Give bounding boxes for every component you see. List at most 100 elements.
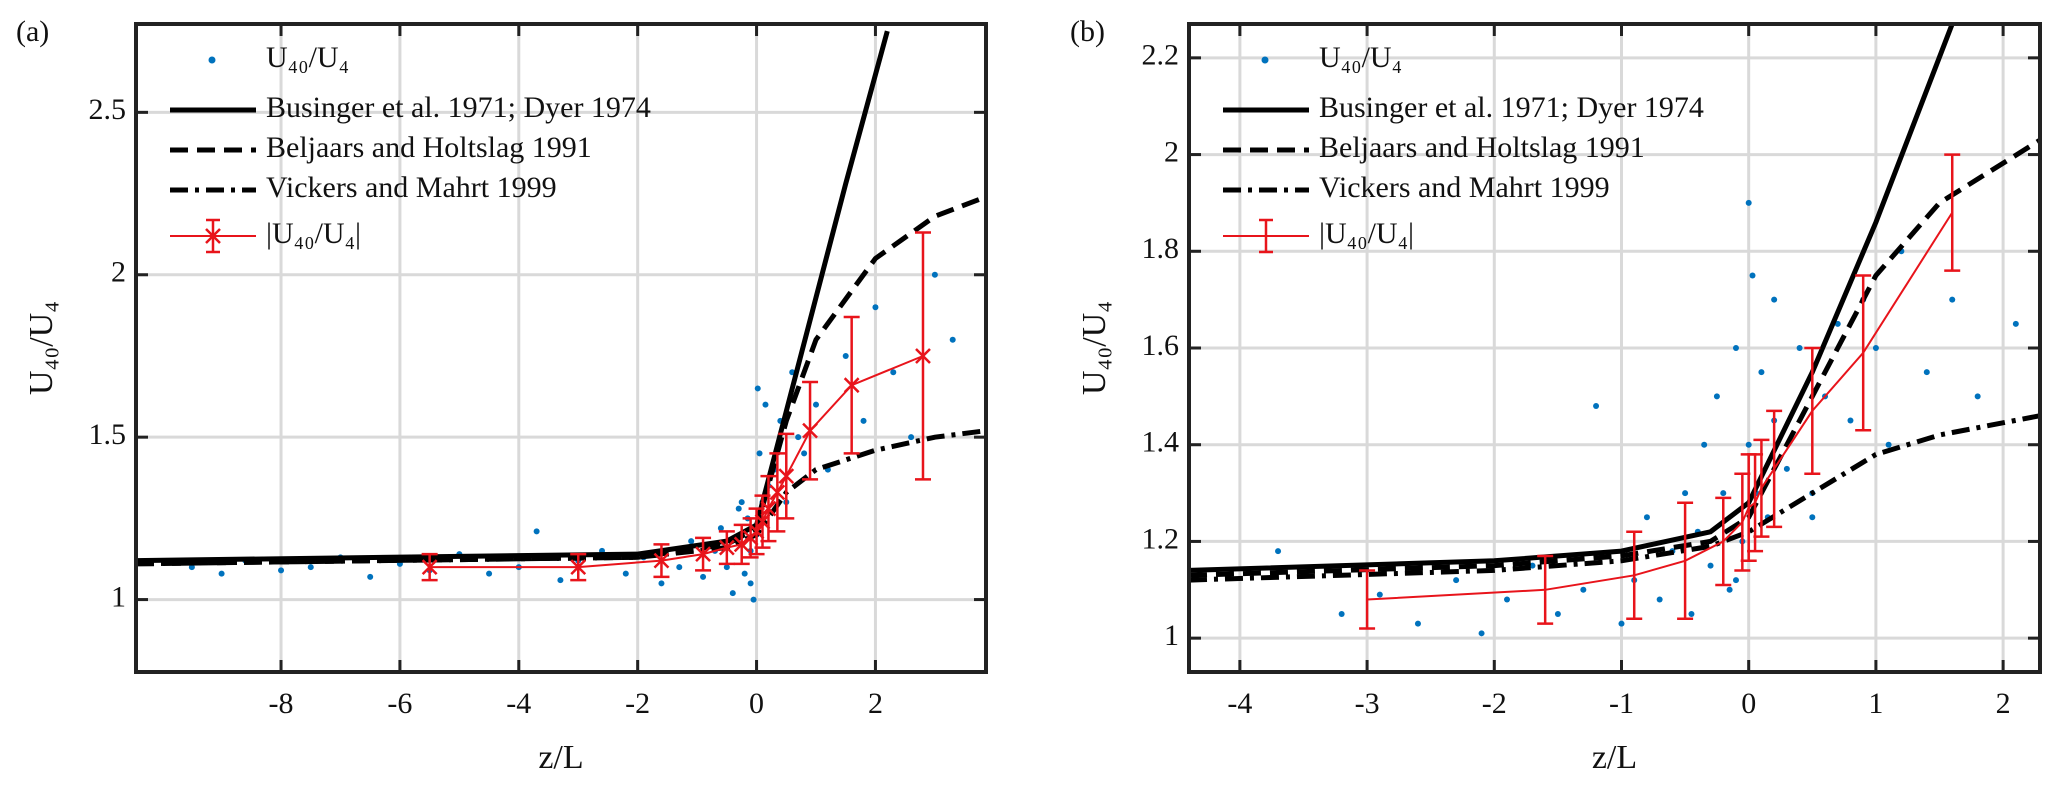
legend-label: U₄₀/U₄	[1319, 41, 1402, 74]
marker	[718, 539, 735, 556]
model-curve	[1189, 24, 1955, 573]
scatter-point	[1618, 620, 1625, 627]
scatter-point	[813, 401, 819, 408]
scatter-point	[533, 528, 540, 535]
marker	[915, 348, 931, 364]
marker	[695, 546, 711, 562]
legend-item: Vickers and Mahrt 1999	[1223, 171, 1610, 204]
scatter-point	[1745, 199, 1752, 206]
scatter-point	[557, 577, 564, 584]
y-tick-label: 1.5	[89, 418, 127, 451]
legend-label: U₄₀/U₄	[266, 41, 349, 74]
y-tick-label: 2	[1164, 135, 1179, 168]
plot-area	[136, 30, 986, 603]
marker	[748, 523, 765, 540]
y-tick-label: 2.5	[89, 93, 127, 126]
scatter-point	[1732, 577, 1739, 584]
x-tick-label: -2	[1482, 687, 1507, 720]
marker	[754, 513, 771, 530]
x-tick-label: -2	[625, 687, 650, 720]
scatter-point	[750, 596, 757, 603]
scatter-point	[1923, 369, 1930, 376]
scatter-point	[762, 401, 769, 408]
scatter-point	[754, 385, 761, 392]
legend-item: U₄₀/U₄	[208, 41, 349, 74]
scatter-point	[688, 538, 695, 545]
scatter-point	[2012, 320, 2019, 327]
x-axis-label: z/L	[1592, 739, 1637, 776]
scatter-point	[1949, 296, 1956, 303]
scatter-point	[1376, 591, 1383, 598]
y-tick-label: 2	[111, 256, 126, 289]
marker	[570, 559, 587, 575]
x-tick-label: 0	[749, 687, 764, 720]
scatter-point	[741, 570, 748, 577]
legend-swatch	[1261, 56, 1269, 64]
panel: (b) -4 -3 -2 -1 0 1 2 1 1.2 1.4 1.6 1.8 2 2.2 z/L U₄₀/U₄…	[1070, 15, 2042, 776]
scatter-point	[1554, 610, 1561, 617]
y-tick-label: 1.2	[1142, 522, 1180, 555]
y-tick-label: 1.4	[1142, 426, 1180, 459]
x-tick-label: -1	[1609, 687, 1634, 720]
marker	[653, 552, 670, 569]
scatter-point	[1758, 369, 1765, 376]
scatter-point	[801, 450, 808, 457]
marker	[760, 500, 777, 517]
legend-label: Businger et al. 1971; Dyer 1974	[1319, 91, 1704, 124]
scatter-point	[1872, 345, 1879, 351]
scatter-point	[1656, 596, 1663, 603]
marker	[802, 422, 818, 439]
x-tick-label: 2	[868, 687, 883, 720]
scatter-point	[860, 417, 867, 424]
model-curve	[1189, 137, 2040, 578]
scatter-point	[1732, 345, 1739, 351]
model-curve	[1189, 413, 2040, 583]
scatter-point	[367, 573, 374, 580]
scatter-point	[278, 567, 285, 574]
panel-label: (b)	[1070, 15, 1105, 48]
y-axis-label: U₄₀/U₄	[1076, 301, 1113, 395]
marker	[778, 468, 795, 485]
scatter-point	[486, 570, 493, 577]
marker	[733, 536, 750, 553]
scatter-point	[1796, 345, 1803, 351]
y-tick-label: 1.8	[1142, 232, 1180, 265]
legend-item: Vickers and Mahrt 1999	[170, 171, 557, 204]
marker	[769, 484, 786, 501]
legend-label: Beljaars and Holtslag 1991	[266, 131, 592, 164]
scatter-point	[1338, 610, 1345, 617]
x-tick-label: -6	[387, 687, 412, 720]
legend-swatch	[208, 56, 216, 64]
plot-area	[1189, 24, 2040, 637]
y-tick-label: 1	[1164, 619, 1179, 652]
scatter-point	[1771, 296, 1778, 303]
scatter-point	[1713, 393, 1720, 400]
scatter-point	[1726, 586, 1733, 593]
scatter-point	[1453, 577, 1460, 584]
scatter-point	[1593, 403, 1600, 410]
scatter-point	[717, 525, 724, 532]
panel-label: (a)	[16, 15, 49, 48]
axes-frame	[134, 22, 988, 674]
legend-swatch	[205, 228, 221, 244]
scatter-point	[756, 450, 763, 457]
scatter-point	[658, 580, 665, 587]
scatter-point	[723, 564, 730, 571]
scatter-point	[1847, 417, 1854, 424]
scatter-point	[1478, 630, 1485, 637]
legend-item: |U₄₀/U₄|	[170, 217, 361, 254]
panel: (a) -8 -6 -4 -2 0 2 1 1.5 2 2.5 z/L U₄₀/U₄ U₄₀/U₄ Busi…	[16, 15, 988, 776]
model-curve	[136, 428, 986, 567]
scatter-point	[676, 564, 683, 571]
scatter-point	[890, 369, 897, 376]
scatter-point	[842, 352, 849, 359]
legend-label: Vickers and Mahrt 1999	[1319, 171, 1610, 204]
scatter-point	[747, 580, 754, 587]
model-curve	[136, 194, 986, 567]
legend-label: Businger et al. 1971; Dyer 1974	[266, 91, 651, 124]
legend-label: Vickers and Mahrt 1999	[266, 171, 557, 204]
scatter-point	[1275, 548, 1282, 555]
scatter-point	[1643, 514, 1650, 521]
scatter-point	[1688, 610, 1695, 617]
x-tick-label: -4	[506, 687, 531, 720]
